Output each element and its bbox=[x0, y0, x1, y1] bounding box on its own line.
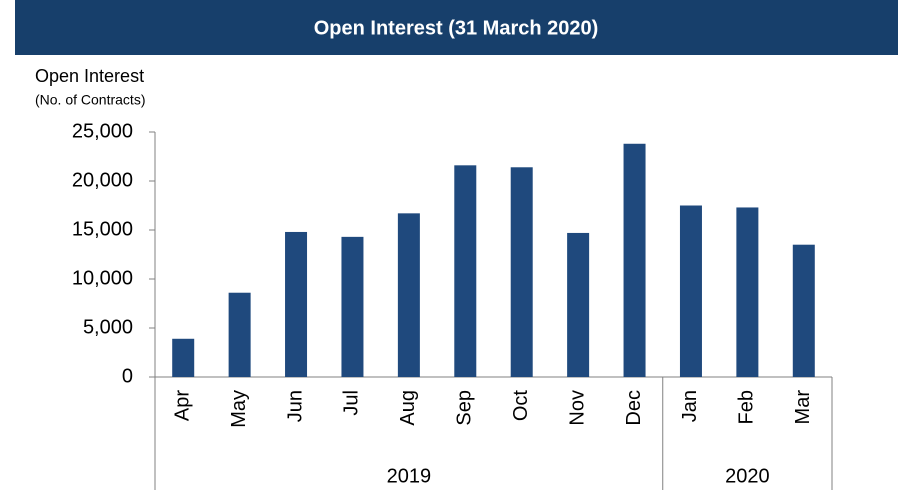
y-tick-label: 15,000 bbox=[72, 218, 133, 240]
x-tick-label: Sep bbox=[454, 390, 476, 426]
x-tick-label: Oct bbox=[510, 390, 532, 422]
bar bbox=[736, 207, 759, 377]
group-label: 2020 bbox=[725, 465, 770, 487]
bar bbox=[228, 292, 251, 377]
bar bbox=[679, 205, 702, 377]
title-bar bbox=[15, 0, 898, 55]
x-tick-label: Jan bbox=[679, 390, 701, 422]
y-tick-label: 25,000 bbox=[72, 120, 133, 142]
y-axis-sublabel: (No. of Contracts) bbox=[35, 92, 145, 108]
bar bbox=[397, 213, 420, 377]
bar bbox=[792, 244, 815, 377]
x-tick-label: Mar bbox=[792, 390, 814, 425]
bar bbox=[567, 232, 590, 377]
x-tick-label: May bbox=[228, 390, 250, 428]
bar bbox=[172, 338, 195, 377]
bar bbox=[341, 236, 364, 377]
x-tick-label: Apr bbox=[171, 390, 193, 421]
x-tick-label: Jun bbox=[284, 390, 306, 422]
x-tick-label: Aug bbox=[397, 390, 419, 426]
y-tick-label: 0 bbox=[122, 365, 133, 387]
bar bbox=[510, 167, 533, 377]
chart-title: Open Interest (31 March 2020) bbox=[314, 17, 599, 39]
bar bbox=[454, 165, 477, 377]
x-tick-label: Nov bbox=[566, 390, 588, 426]
y-axis-label: Open Interest bbox=[35, 66, 144, 86]
bar bbox=[623, 143, 646, 377]
x-tick-label: Dec bbox=[623, 390, 645, 426]
y-tick-label: 20,000 bbox=[72, 169, 133, 191]
x-tick-label: Jul bbox=[341, 390, 363, 416]
bar bbox=[285, 231, 308, 377]
x-tick-label: Feb bbox=[736, 390, 758, 424]
group-label: 2019 bbox=[387, 465, 432, 487]
y-tick-label: 5,000 bbox=[83, 316, 133, 338]
y-tick-label: 10,000 bbox=[72, 267, 133, 289]
